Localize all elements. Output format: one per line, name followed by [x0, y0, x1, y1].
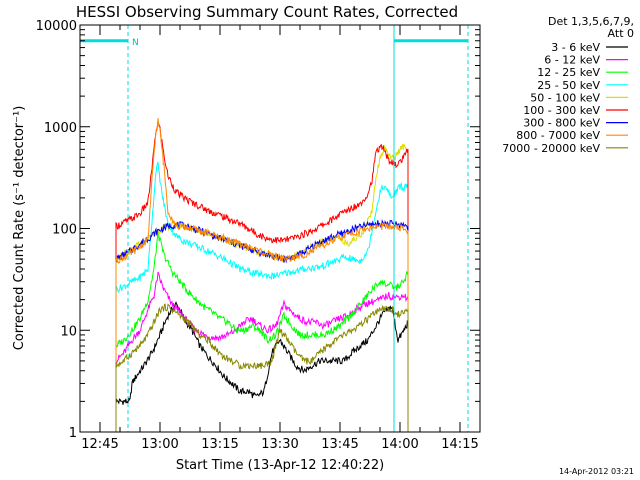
- y-tick-label: 10: [60, 324, 77, 339]
- x-tick-label: 13:45: [321, 437, 358, 452]
- legend-label: 12 - 25 keV: [537, 66, 600, 79]
- series-line-6-12-kev: [115, 271, 409, 432]
- x-axis: 12:45 13:00 13:15 13:30 13:45 14:00 14:15: [79, 25, 481, 452]
- series-line-7000-20000-kev: [115, 303, 409, 432]
- series-line-100-300-kev: [115, 121, 409, 432]
- legend-label: 25 - 50 keV: [537, 79, 600, 92]
- legend-label: 6 - 12 keV: [544, 54, 600, 67]
- x-tick-label: 14:15: [441, 437, 478, 452]
- x-tick-label: 13:00: [141, 437, 178, 452]
- y-tick-label: 1: [69, 426, 77, 441]
- chart-title: HESSI Observing Summary Count Rates, Cor…: [76, 3, 458, 21]
- legend-label: 7000 - 20000 keV: [502, 142, 600, 155]
- legend-label: 100 - 300 keV: [523, 104, 600, 117]
- y-axis-label: Corrected Count Rate (s⁻¹ detector⁻¹): [12, 106, 27, 351]
- y-tick-label: 10000: [36, 19, 77, 34]
- series-line-12-25-kev: [115, 229, 409, 432]
- x-tick-label: 12:45: [81, 437, 118, 452]
- legend-label: 800 - 7000 keV: [516, 129, 600, 142]
- x-axis-label: Start Time (13-Apr-12 12:40:22): [176, 458, 384, 473]
- series-layer: [115, 118, 409, 432]
- legend-header-line-2: Att 0: [608, 27, 634, 40]
- series-line-25-50-kev: [115, 161, 409, 432]
- x-tick-label: 13:15: [201, 437, 238, 452]
- x-tick-label: 14:00: [381, 437, 418, 452]
- y-axis: 1 10 100 1000 10000: [36, 19, 480, 441]
- legend-header-line-1: Det 1,3,5,6,7,9,: [548, 15, 634, 28]
- overlay-layer: N: [79, 25, 469, 432]
- footer-timestamp: 14-Apr-2012 03:21: [559, 467, 634, 476]
- series-line-50-100-kev: [115, 143, 409, 432]
- legend-label: 300 - 800 keV: [523, 117, 600, 130]
- night-label: N: [132, 38, 139, 48]
- legend-label: 3 - 6 keV: [551, 41, 600, 54]
- x-tick-label: 13:30: [261, 437, 298, 452]
- series-line-800-7000-kev: [115, 118, 409, 432]
- y-tick-label: 1000: [44, 121, 77, 136]
- legend-label: 50 - 100 keV: [530, 91, 600, 104]
- y-tick-label: 100: [52, 223, 77, 238]
- series-line-3-6-kev: [115, 301, 409, 432]
